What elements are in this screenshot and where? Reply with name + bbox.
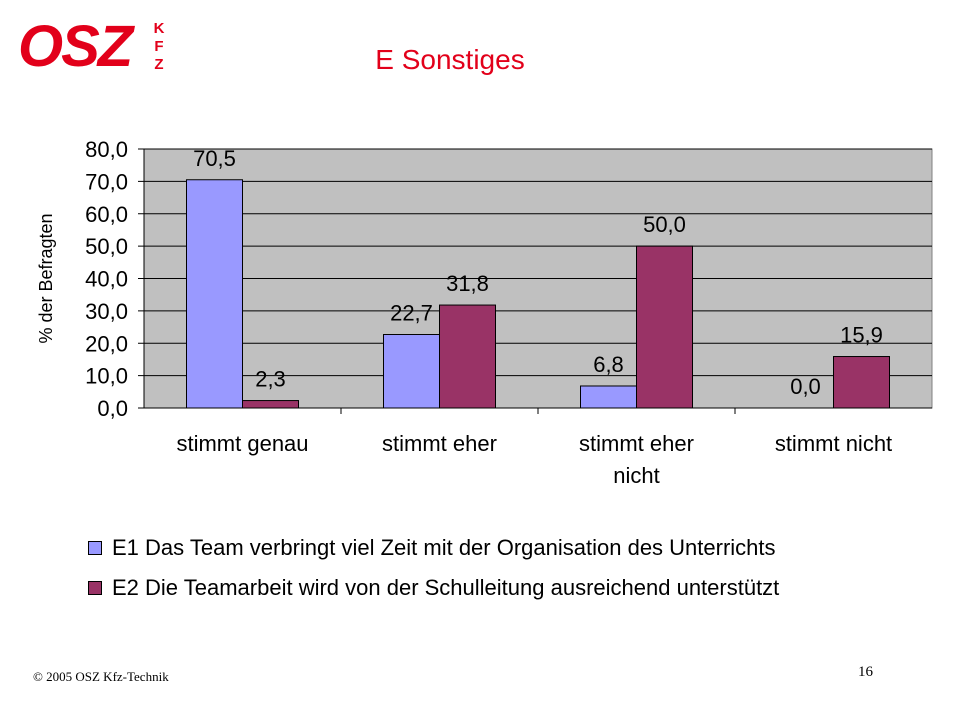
bar-e1	[580, 385, 637, 409]
y-tick-label: 40,0	[85, 267, 128, 292]
page-number: 16	[858, 664, 873, 680]
x-category-label: nicht	[613, 463, 659, 488]
logo-sub-letter: Z	[154, 56, 164, 73]
bar-e2	[439, 304, 496, 409]
data-label: 2,3	[255, 367, 286, 392]
bar-chart: 0,0 10,0 20,0 30,0 40,0 50,0 60,0 70,0 80,0 % der…	[36, 137, 933, 488]
data-label: 0,0	[790, 374, 821, 399]
osz-kfz-logo: OSZ K F Z	[18, 14, 168, 84]
copyright-text: © 2005 OSZ Kfz-Technik	[33, 669, 169, 684]
y-tick-label: 70,0	[85, 169, 128, 194]
data-label: 50,0	[643, 212, 686, 237]
legend-label-e1: E1 Das Team verbringt viel Zeit mit der …	[112, 535, 776, 560]
logo-main-text: OSZ	[18, 14, 133, 79]
y-tick-label: 30,0	[85, 299, 128, 324]
y-tick-label: 20,0	[85, 331, 128, 356]
legend-item-e2: E2 Die Teamarbeit wird von der Schulleit…	[88, 568, 779, 608]
y-tick-label: 80,0	[85, 137, 128, 162]
data-label: 70,5	[193, 146, 236, 171]
data-label: 6,8	[593, 352, 624, 377]
logo-sub-letter: K	[153, 20, 165, 37]
legend-label-e2: E2 Die Teamarbeit wird von der Schulleit…	[112, 575, 780, 600]
legend-item-e1: E1 Das Team verbringt viel Zeit mit der …	[88, 528, 779, 568]
x-category-label: stimmt genau	[176, 431, 308, 456]
x-category-label: stimmt eher	[579, 431, 694, 456]
chart-legend: E1 Das Team verbringt viel Zeit mit der …	[88, 528, 779, 608]
bar-e1	[383, 334, 440, 409]
data-label: 31,8	[446, 271, 489, 296]
logo-sub-letter: F	[154, 38, 164, 55]
data-label: 22,7	[390, 301, 433, 326]
bar-e2	[636, 245, 693, 409]
bar-e2	[833, 356, 890, 409]
bar-e1	[186, 179, 243, 409]
y-tick-label: 0,0	[97, 396, 128, 421]
legend-swatch-e2	[88, 581, 102, 595]
legend-swatch-e1	[88, 541, 102, 555]
x-category-label: stimmt nicht	[775, 431, 892, 456]
page-title: E Sonstiges	[375, 44, 525, 75]
y-tick-label: 60,0	[85, 202, 128, 227]
x-category-label: stimmt eher	[382, 431, 497, 456]
y-axis-label: % der Befragten	[36, 213, 56, 343]
logo-sub-text: K F Z	[151, 20, 167, 74]
data-label: 15,9	[840, 323, 883, 348]
bar-e2	[242, 400, 299, 409]
y-tick-label: 10,0	[85, 364, 128, 389]
y-tick-label: 50,0	[85, 234, 128, 259]
